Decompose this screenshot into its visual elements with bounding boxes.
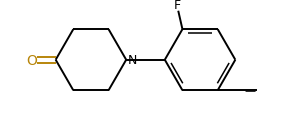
Text: F: F [174,0,181,12]
Text: —: — [244,86,256,95]
Text: N: N [127,54,137,67]
Text: O: O [26,53,37,67]
